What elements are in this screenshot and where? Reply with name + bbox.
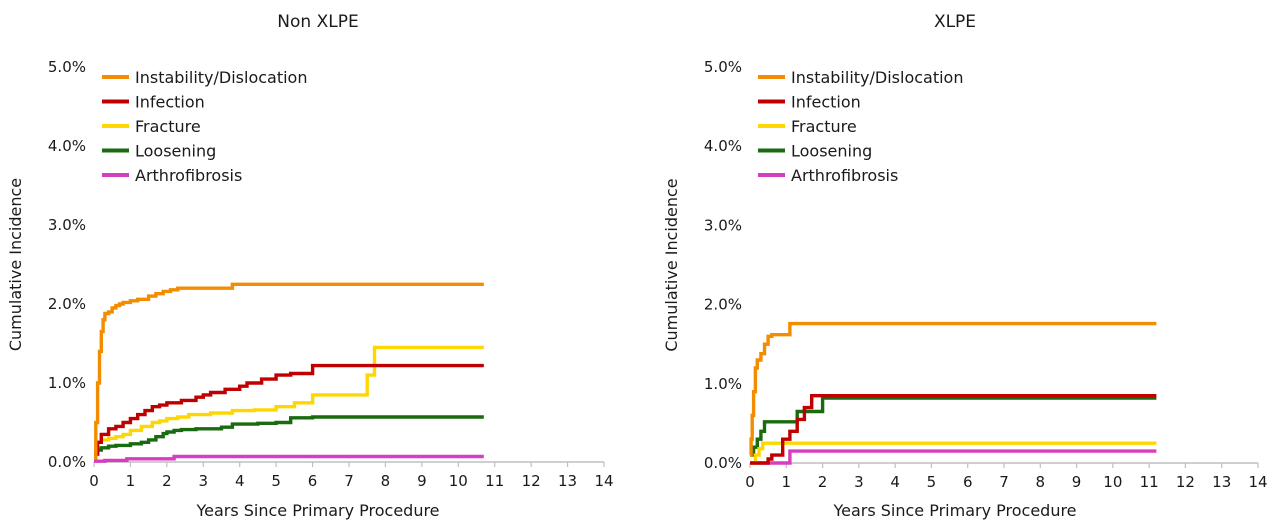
x-tick-label: 14 [594,472,613,490]
series-line-loosening [94,415,484,456]
series-line-fracture [94,345,484,448]
legend-label: Loosening [791,142,872,161]
series-line-instability-dislocation [94,282,484,460]
x-tick-label: 3 [199,472,209,490]
x-tick-label: 6 [308,472,318,490]
x-tick-label: 5 [271,472,281,490]
legend-label: Fracture [135,117,201,136]
legend-label: Instability/Dislocation [135,68,307,87]
axes: 0 1 2 3 4 5 6 7 8 9 10 11 12 13 140.0%1.0%2.0%3.0%4.0%… [704,58,1268,491]
y-tick-label: 3.0% [704,216,742,234]
x-tick-label: 1 [782,473,792,491]
legend-label: Fracture [791,117,857,136]
series-line-infection [750,394,1157,465]
x-tick-label: 2 [818,473,828,491]
x-tick-label: 2 [162,472,172,490]
x-tick-label: 5 [927,473,937,491]
x-tick-label: 10 [449,472,468,490]
y-tick-label: 4.0% [48,137,86,155]
x-tick-label: 12 [522,472,541,490]
x-axis-label: Years Since Primary Procedure [832,501,1076,520]
series-line-instability-dislocation [749,321,1157,457]
legend-label: Infection [791,93,861,112]
y-tick-label: 2.0% [48,295,86,313]
series-line-loosening [750,396,1157,457]
y-tick-label: 2.0% [704,296,742,314]
y-tick-label: 1.0% [48,374,86,392]
y-tick-label: 1.0% [704,375,742,393]
y-tick-label: 0.0% [48,453,86,471]
x-tick-label: 6 [963,473,973,491]
x-tick-label: 12 [1176,473,1195,491]
legend: Instability/Dislocation Infection Fracture… [758,68,963,185]
legend-label: Infection [135,93,205,112]
x-tick-label: 8 [381,472,391,490]
x-tick-label: 7 [999,473,1009,491]
chart-title: XLPE [934,12,976,32]
x-tick-label: 13 [558,472,577,490]
x-tick-label: 4 [235,472,245,490]
x-tick-label: 14 [1248,473,1267,491]
x-tick-label: 10 [1103,473,1122,491]
chart-xlpe: XLPE Cumulative Incidence Years Since Pr… [662,12,1268,520]
y-axis-label: Cumulative Incidence [6,178,25,351]
axes: 0 1 2 3 4 5 6 7 8 9 10 11 12 13 140.0%1.0%2.0%3.0%4.0%… [48,58,614,490]
y-axis-label: Cumulative Incidence [662,178,681,351]
x-tick-label: 0 [745,473,755,491]
series-line-infection [94,363,484,456]
legend-label: Loosening [135,142,216,161]
y-tick-label: 4.0% [704,137,742,155]
x-tick-label: 13 [1212,473,1231,491]
y-tick-label: 3.0% [48,216,86,234]
legend-label: Arthrofibrosis [135,166,242,185]
x-tick-label: 7 [344,472,354,490]
x-tick-label: 1 [126,472,136,490]
x-tick-label: 11 [1140,473,1159,491]
series-lines [749,321,1157,465]
chart-non-xlpe: Non XLPE Cumulative Incidence Years Sinc… [6,12,614,520]
x-tick-label: 9 [417,472,427,490]
series-line-arthrofibrosis [750,449,1157,465]
y-tick-label: 0.0% [704,454,742,472]
y-tick-label: 5.0% [704,58,742,76]
x-tick-label: 4 [890,473,900,491]
x-tick-label: 9 [1072,473,1082,491]
series-lines [94,282,484,463]
chart-title: Non XLPE [277,12,358,32]
x-axis-label: Years Since Primary Procedure [195,501,439,520]
x-tick-label: 8 [1036,473,1046,491]
series-line-fracture [750,441,1157,465]
legend-label: Arthrofibrosis [791,166,898,185]
legend-label: Instability/Dislocation [791,68,963,87]
legend: Instability/Dislocation Infection Fracture… [102,68,307,185]
x-tick-label: 0 [89,472,99,490]
x-tick-label: 3 [854,473,864,491]
series-line-arthrofibrosis [94,454,484,463]
y-tick-label: 5.0% [48,58,86,76]
x-tick-label: 11 [485,472,504,490]
